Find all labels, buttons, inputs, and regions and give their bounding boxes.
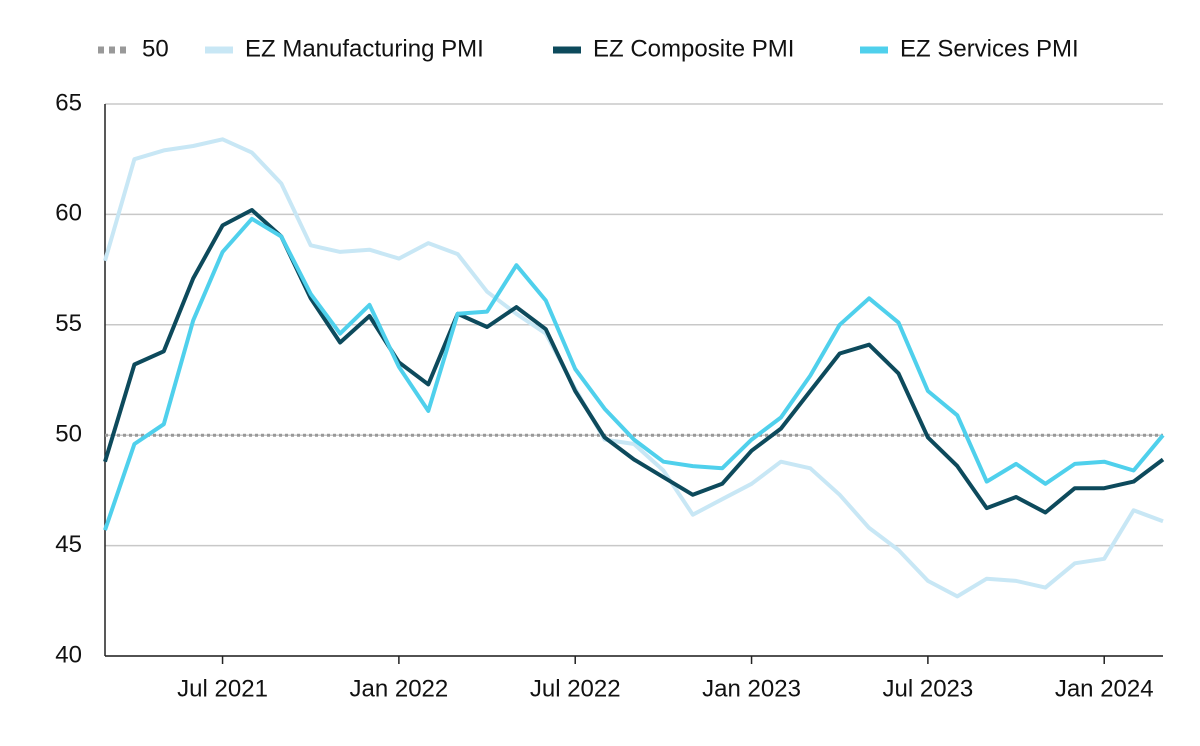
- y-tick-label: 45: [55, 531, 82, 558]
- x-tick-label: Jul 2022: [530, 675, 621, 702]
- y-tick-label: 65: [55, 89, 82, 116]
- y-tick-label: 40: [55, 641, 82, 668]
- x-tick-label: Jul 2023: [883, 675, 974, 702]
- legend-label: EZ Services PMI: [900, 35, 1079, 62]
- series-line: [103, 137, 1164, 599]
- y-tick-label: 60: [55, 200, 82, 227]
- x-tick-label: Jan 2022: [350, 675, 449, 702]
- x-tick-label: Jan 2024: [1055, 675, 1154, 702]
- legend-label: EZ Composite PMI: [593, 35, 794, 62]
- y-tick-label: 55: [55, 310, 82, 337]
- legend-label: EZ Manufacturing PMI: [245, 35, 484, 62]
- y-tick-label: 50: [55, 421, 82, 448]
- series-line: [103, 208, 1165, 515]
- x-tick-label: Jan 2023: [702, 675, 801, 702]
- x-tick-label: Jul 2021: [177, 675, 268, 702]
- legend-label: 50: [142, 35, 169, 62]
- series-line: [103, 216, 1165, 531]
